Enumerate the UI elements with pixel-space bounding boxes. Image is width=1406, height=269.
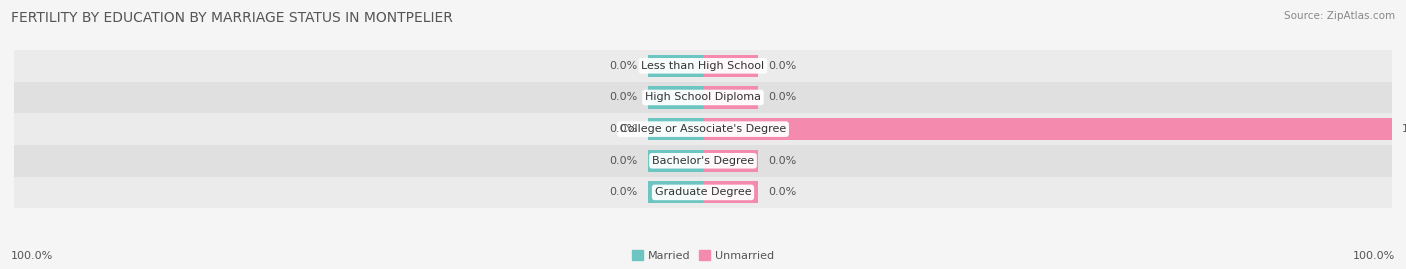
Bar	[703, 118, 1392, 140]
Text: 0.0%: 0.0%	[769, 156, 797, 166]
Text: 0.0%: 0.0%	[609, 187, 637, 197]
Text: College or Associate's Degree: College or Associate's Degree	[620, 124, 786, 134]
Text: 0.0%: 0.0%	[609, 93, 637, 102]
Legend: Married, Unmarried: Married, Unmarried	[633, 250, 773, 261]
Bar	[14, 50, 1392, 82]
Bar	[703, 55, 758, 77]
Bar	[648, 118, 703, 140]
Bar	[14, 176, 1392, 208]
Text: Source: ZipAtlas.com: Source: ZipAtlas.com	[1284, 11, 1395, 21]
Text: 0.0%: 0.0%	[609, 61, 637, 71]
Text: 0.0%: 0.0%	[769, 187, 797, 197]
Bar	[648, 55, 703, 77]
Text: 100.0%: 100.0%	[1353, 251, 1395, 261]
Text: 0.0%: 0.0%	[609, 124, 637, 134]
Text: FERTILITY BY EDUCATION BY MARRIAGE STATUS IN MONTPELIER: FERTILITY BY EDUCATION BY MARRIAGE STATU…	[11, 11, 453, 25]
Text: Graduate Degree: Graduate Degree	[655, 187, 751, 197]
Bar	[648, 150, 703, 172]
Bar	[703, 181, 758, 203]
Bar	[648, 181, 703, 203]
Bar	[703, 150, 758, 172]
Bar	[14, 113, 1392, 145]
Bar	[14, 82, 1392, 113]
Text: 100.0%: 100.0%	[11, 251, 53, 261]
Text: 0.0%: 0.0%	[769, 93, 797, 102]
Bar	[648, 86, 703, 109]
Text: High School Diploma: High School Diploma	[645, 93, 761, 102]
Text: 0.0%: 0.0%	[609, 156, 637, 166]
Text: Less than High School: Less than High School	[641, 61, 765, 71]
Bar	[703, 86, 758, 109]
Text: 0.0%: 0.0%	[769, 61, 797, 71]
Text: 100.0%: 100.0%	[1402, 124, 1406, 134]
Text: Bachelor's Degree: Bachelor's Degree	[652, 156, 754, 166]
Bar	[14, 145, 1392, 176]
